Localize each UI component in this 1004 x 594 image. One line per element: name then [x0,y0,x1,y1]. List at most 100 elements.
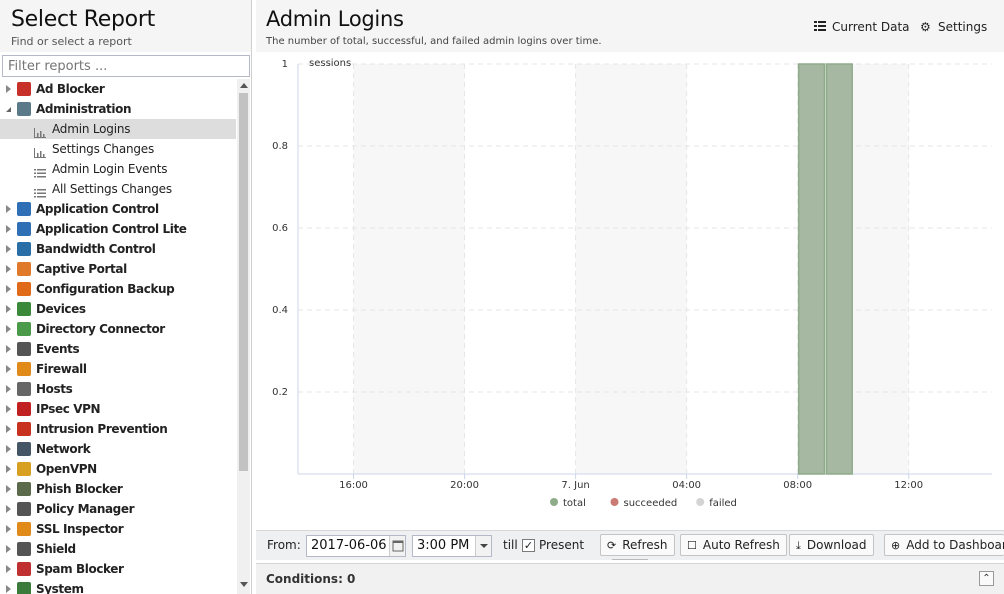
tree-item-label: OpenVPN [36,462,97,476]
phish-blocker-icon [17,482,31,496]
collapsed-arrow-icon[interactable] [6,585,11,593]
legend-marker-succeeded [610,498,619,506]
tree-item-policy-manager[interactable]: Policy Manager [0,499,236,519]
tree-item-ad-blocker[interactable]: Ad Blocker [0,79,236,99]
x-tick-label: 12:00 [894,480,923,491]
tree-item-label: Captive Portal [36,262,127,276]
collapsed-arrow-icon[interactable] [6,365,11,373]
report-tree-scrollbar[interactable] [237,79,250,594]
collapsed-arrow-icon[interactable] [6,265,11,273]
collapsed-arrow-icon[interactable] [6,345,11,353]
legend-marker-total [550,498,558,506]
conditions-panel: Conditions: 0 ⌃ [256,563,1004,594]
collapsed-arrow-icon[interactable] [6,205,11,213]
tree-item-hosts[interactable]: Hosts [0,379,236,399]
tree-report-all-settings-changes[interactable]: All Settings Changes [0,179,236,199]
from-date-field[interactable]: 2017-06-06 [306,535,406,557]
tree-item-captive-portal[interactable]: Captive Portal [0,259,236,279]
list-icon [34,164,46,178]
collapsed-arrow-icon[interactable] [6,545,11,553]
configuration-backup-icon [17,282,31,296]
tree-item-devices[interactable]: Devices [0,299,236,319]
tree-report-label: All Settings Changes [52,182,172,196]
tree-report-admin-logins[interactable]: Admin Logins [0,119,236,139]
auto-refresh-button[interactable]: ☐ Auto Refresh [680,534,787,556]
download-button[interactable]: ⤓ Download [789,534,874,556]
plus-circle-icon: ⊕ [891,539,901,552]
tree-item-firewall[interactable]: Firewall [0,359,236,379]
x-tick-label: 7. Jun [561,480,589,491]
collapsed-arrow-icon[interactable] [6,425,11,433]
tree-item-label: Shield [36,542,76,556]
tree-item-label: Devices [36,302,86,316]
collapsed-arrow-icon[interactable] [6,245,11,253]
collapsed-arrow-icon[interactable] [6,225,11,233]
directory-connector-icon [17,322,31,336]
calendar-icon[interactable] [389,536,405,556]
scroll-thumb[interactable] [239,93,248,471]
ipsec-vpn-icon [17,402,31,416]
tree-item-shield[interactable]: Shield [0,539,236,559]
refresh-button[interactable]: ⟳ Refresh [600,534,675,556]
tree-item-label: System [36,582,84,594]
tree-item-administration[interactable]: Administration [0,99,236,119]
tree-item-ipsec-vpn[interactable]: IPsec VPN [0,399,236,419]
tree-item-label: Spam Blocker [36,562,124,576]
collapsed-arrow-icon[interactable] [6,465,11,473]
tree-item-label: Firewall [36,362,87,376]
tree-item-directory-connector[interactable]: Directory Connector [0,319,236,339]
chevron-down-icon[interactable] [475,536,491,556]
collapsed-arrow-icon[interactable] [6,385,11,393]
tree-item-application-control[interactable]: Application Control [0,199,236,219]
tree-item-application-control-lite[interactable]: Application Control Lite [0,219,236,239]
tree-item-bandwidth-control[interactable]: Bandwidth Control [0,239,236,259]
filter-reports-input[interactable] [2,55,250,77]
settings-button[interactable]: ⚙ Settings [920,19,987,35]
expand-conditions-icon[interactable]: ⌃ [979,571,994,586]
tree-item-spam-blocker[interactable]: Spam Blocker [0,559,236,579]
tree-item-intrusion-prevention[interactable]: Intrusion Prevention [0,419,236,439]
y-axis-label: sessions [309,58,351,69]
tree-item-label: Hosts [36,382,73,396]
tree-item-label: Events [36,342,80,356]
tree-report-label: Admin Logins [52,122,131,136]
tree-item-label: Configuration Backup [36,282,175,296]
collapsed-arrow-icon[interactable] [6,485,11,493]
bar-chart-icon [34,124,46,138]
collapsed-arrow-icon[interactable] [6,285,11,293]
from-time-field[interactable]: 3:00 PM [412,535,492,557]
collapsed-arrow-icon[interactable] [6,325,11,333]
present-checkbox[interactable]: ✓ [522,539,535,552]
ad-blocker-icon [17,82,31,96]
captive-portal-icon [17,262,31,276]
tree-report-admin-login-events[interactable]: Admin Login Events [0,159,236,179]
expanded-arrow-icon[interactable] [6,107,11,112]
add-to-dashboard-button[interactable]: ⊕ Add to Dashboar [884,534,1004,556]
tree-item-system[interactable]: System [0,579,236,594]
tree-item-label: Directory Connector [36,322,165,336]
x-tick-label: 20:00 [450,480,479,491]
present-label: Present [539,538,585,552]
tree-item-network[interactable]: Network [0,439,236,459]
collapsed-arrow-icon[interactable] [6,565,11,573]
tree-report-settings-changes[interactable]: Settings Changes [0,139,236,159]
collapsed-arrow-icon[interactable] [6,505,11,513]
collapsed-arrow-icon[interactable] [6,445,11,453]
tree-item-openvpn[interactable]: OpenVPN [0,459,236,479]
tree-item-ssl-inspector[interactable]: SSL Inspector [0,519,236,539]
chart-band [575,64,687,474]
collapsed-arrow-icon[interactable] [6,305,11,313]
current-data-button[interactable]: Current Data [814,19,910,35]
tree-item-events[interactable]: Events [0,339,236,359]
scroll-up-arrow-icon[interactable] [240,83,248,88]
refresh-label: Refresh [622,538,668,552]
current-data-label: Current Data [832,20,910,34]
collapsed-arrow-icon[interactable] [6,405,11,413]
scroll-down-arrow-icon[interactable] [240,582,248,587]
openvpn-icon [17,462,31,476]
tree-item-configuration-backup[interactable]: Configuration Backup [0,279,236,299]
tree-item-phish-blocker[interactable]: Phish Blocker [0,479,236,499]
collapsed-arrow-icon[interactable] [6,85,11,93]
collapsed-arrow-icon[interactable] [6,525,11,533]
splitter-handle[interactable] [612,559,648,563]
